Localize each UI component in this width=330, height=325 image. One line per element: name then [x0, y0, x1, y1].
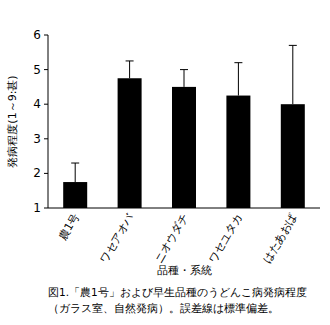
caption: （ガラス室、自然発病）。誤差線は標準偏差。 — [48, 302, 279, 314]
y-tick-label: 6 — [33, 28, 41, 42]
y-tick — [44, 138, 48, 139]
chart: 1 2 3 4 5 6 農1号ワセアオバニオウダチワセユタカはたあおば品種・系統 発病程度(1… — [0, 0, 330, 325]
y-tick-label: 2 — [33, 166, 41, 180]
error-bar — [289, 45, 297, 104]
y-axis — [48, 35, 49, 208]
x-tick-label: ワセアオバ — [97, 210, 136, 265]
x-axis-title: 品種・系統 — [157, 264, 212, 277]
y-tick — [44, 104, 48, 105]
bars — [63, 45, 305, 208]
y-tick-label: 3 — [33, 132, 41, 146]
bar — [63, 182, 87, 208]
bar — [281, 104, 305, 208]
y-tick-label: 5 — [33, 63, 41, 77]
bar — [172, 87, 196, 208]
y-tick-label: 4 — [33, 97, 41, 111]
y-tick-label: 1 — [33, 201, 41, 215]
bar — [226, 96, 250, 208]
error-bar — [71, 163, 79, 182]
bar — [118, 78, 142, 208]
x-axis — [48, 208, 320, 209]
y-tick — [44, 173, 48, 174]
error-bar — [180, 70, 188, 87]
y-axis-title: 発病程度(1～9:甚) — [6, 75, 19, 167]
y-tick — [44, 208, 48, 209]
y-tick — [44, 69, 48, 70]
caption: 図1.「農1号」および早生品種のうどんこ病発病程度 — [48, 286, 307, 299]
error-bar — [126, 61, 134, 78]
x-tick-label: 農1号 — [56, 211, 82, 243]
x-tick-label: ワセユタカ — [206, 211, 245, 265]
error-bar — [234, 63, 242, 96]
x-tick-label: ニオウダチ — [152, 211, 191, 265]
y-tick — [44, 35, 48, 36]
x-tick-label: はたあおば — [261, 210, 300, 265]
